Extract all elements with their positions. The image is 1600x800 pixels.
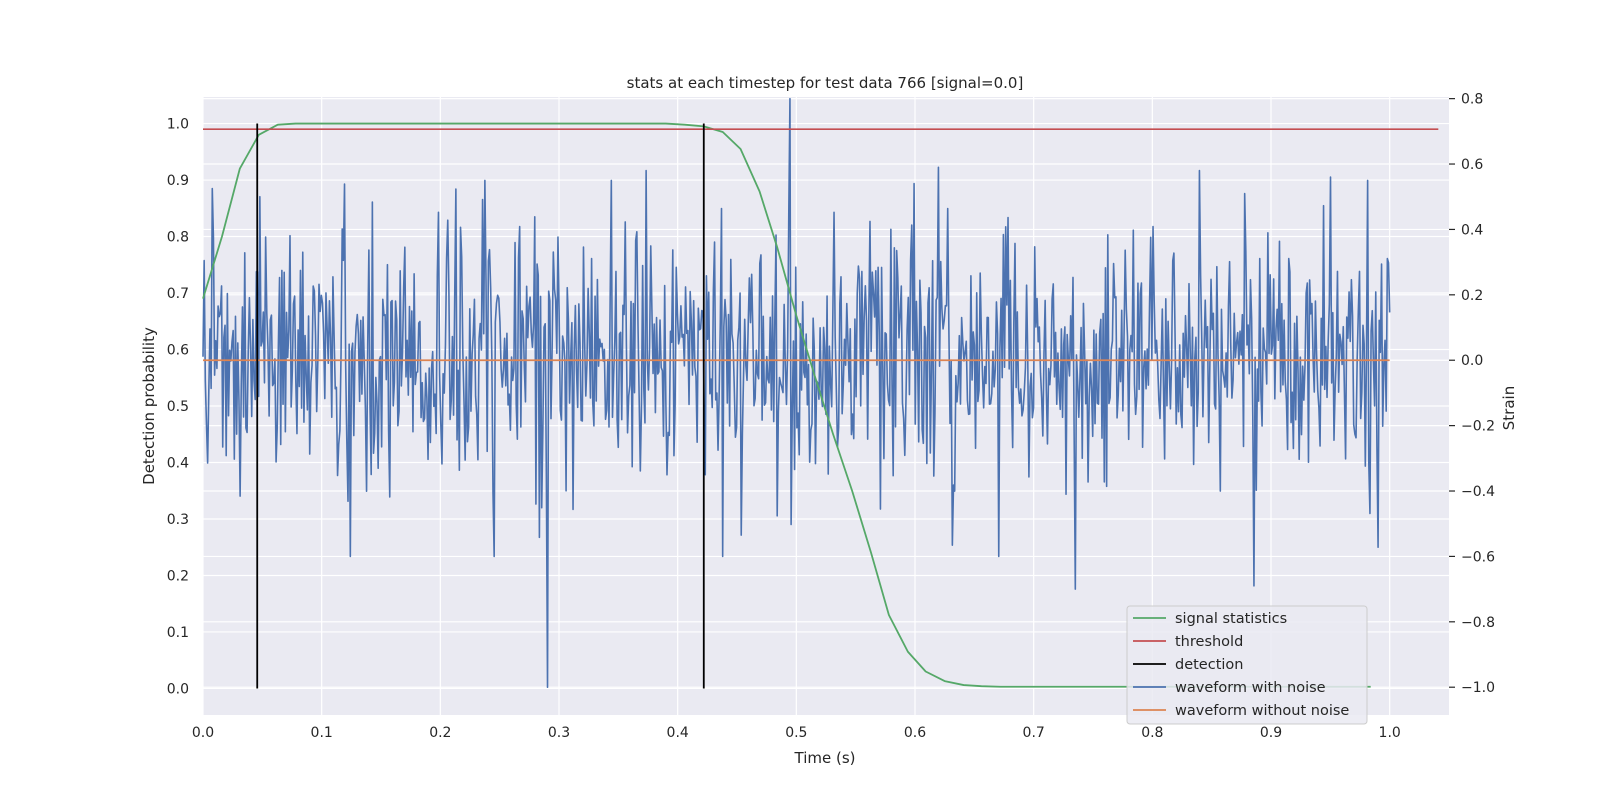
x-tick-label: 0.2 xyxy=(429,725,451,741)
x-axis-label: Time (s) xyxy=(794,749,856,767)
x-tick-label: 0.8 xyxy=(1141,725,1163,741)
y-right-axis-ticks: −1.0 −0.8 −0.6 −0.4 −0.2 0.0 0.2 0.4 0.6 0.8 xyxy=(1449,92,1495,696)
series-layer xyxy=(202,97,1439,689)
y-right-tick-label: 0.0 xyxy=(1461,353,1483,369)
y-right-tick-label: −0.8 xyxy=(1461,615,1495,631)
y-right-axis-label: Strain xyxy=(1500,386,1518,430)
legend-label-signal-statistics: signal statistics xyxy=(1175,611,1287,627)
x-tick-label: 0.5 xyxy=(785,725,807,741)
x-tick-label: 1.0 xyxy=(1379,725,1401,741)
y-right-tick-label: 0.2 xyxy=(1461,288,1483,304)
y-left-tick-label: 0.2 xyxy=(167,568,189,584)
x-tick-label: 0.6 xyxy=(904,725,926,741)
x-tick-label: 0.1 xyxy=(311,725,333,741)
chart-title: stats at each timestep for test data 766… xyxy=(627,74,1024,92)
y-right-tick-label: −1.0 xyxy=(1461,680,1495,696)
y-right-tick-label: −0.6 xyxy=(1461,549,1495,565)
series-waveform-with-noise xyxy=(202,97,1391,689)
legend-label-waveform-without-noise: waveform without noise xyxy=(1175,703,1349,719)
legend-label-waveform-with-noise: waveform with noise xyxy=(1175,680,1326,696)
y-right-tick-label: −0.4 xyxy=(1461,484,1495,500)
y-left-tick-label: 0.7 xyxy=(167,286,189,302)
legend-label-threshold: threshold xyxy=(1175,634,1243,650)
x-tick-label: 0.3 xyxy=(548,725,570,741)
x-tick-label: 0.0 xyxy=(192,725,214,741)
y-right-tick-label: 0.4 xyxy=(1461,222,1483,238)
legend-label-detection: detection xyxy=(1175,657,1243,673)
y-left-tick-label: 0.1 xyxy=(167,625,189,641)
y-left-tick-label: 0.5 xyxy=(167,399,189,415)
x-tick-label: 0.4 xyxy=(667,725,689,741)
y-left-tick-label: 0.6 xyxy=(167,343,189,359)
y-left-tick-label: 0.8 xyxy=(167,230,189,246)
series-signal-statistics xyxy=(202,122,1371,688)
y-left-axis-ticks: 0.0 0.1 0.2 0.3 0.4 0.5 0.6 0.7 0.8 0.9 1.0 xyxy=(167,117,189,698)
y-left-tick-label: 0.4 xyxy=(167,455,189,471)
legend-box xyxy=(1126,605,1368,725)
y-right-tick-label: −0.2 xyxy=(1461,419,1495,435)
y-right-tick-label: 0.6 xyxy=(1461,157,1483,173)
y-left-tick-label: 1.0 xyxy=(167,117,189,133)
y-left-tick-label: 0.3 xyxy=(167,512,189,528)
legend: signal statistics threshold detection wa… xyxy=(1126,605,1368,725)
x-axis-ticks: 0.0 0.1 0.2 0.3 0.4 0.5 0.6 0.7 0.8 0.9 1.0 xyxy=(192,725,1401,741)
y-right-tick-label: 0.8 xyxy=(1461,92,1483,108)
y-left-axis-label: Detection probability xyxy=(140,327,158,485)
x-tick-label: 0.9 xyxy=(1260,725,1282,741)
y-left-tick-label: 0.9 xyxy=(167,173,189,189)
y-left-tick-label: 0.0 xyxy=(167,681,189,697)
x-tick-label: 0.7 xyxy=(1023,725,1045,741)
